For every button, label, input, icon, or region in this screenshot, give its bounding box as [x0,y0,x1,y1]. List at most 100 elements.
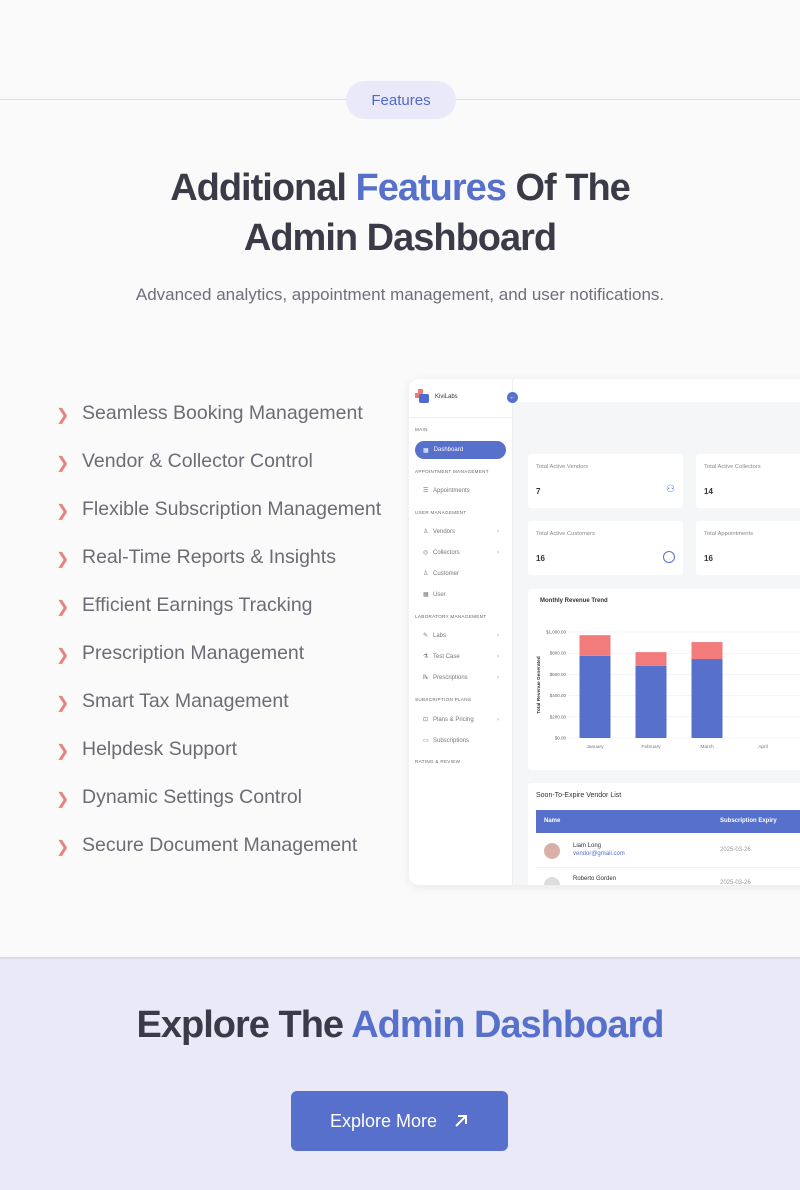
stat-card-vendors: Total Active Vendors 7 ⚇ [528,454,683,508]
flask-icon: ⚗ [423,654,429,660]
sidebar-item-user[interactable]: ▦ User [423,591,499,599]
page-title: Additional Features Of The Admin Dashboar… [0,163,800,263]
pipette-icon: ✎ [423,633,429,639]
explore-more-button[interactable]: Explore More [291,1091,508,1151]
arrow-up-right-icon [455,1115,468,1127]
sidebar-item-subscriptions[interactable]: ▭ Subscriptions [423,737,499,745]
users-icon: ⚇ [666,484,675,495]
table-row[interactable]: Roberto Gorden 2025-03-26 [536,869,800,885]
vendor-expiry: 2025-03-26 [720,847,751,853]
chevron-right-icon: ❯ [56,455,70,472]
bar-segment [691,642,723,660]
revenue-chart: $0.00 $200.00 $400.00 $600.00 $800.00 $1,000.… [536,630,800,750]
feature-item: ❯ Smart Tax Management [56,690,381,738]
sidebar: KiviLabs MAIN ▦ Dashboard APPOINTMENT MAN… [409,379,513,885]
chart-title: Monthly Revenue Trend [540,598,608,604]
feature-label: Seamless Booking Management [82,402,363,424]
stat-value: 16 [536,554,545,563]
stat-label: Total Active Vendors [536,464,589,470]
section-label: USER MANAGEMENT [415,510,467,515]
sidebar-item-vendors[interactable]: ♙ Vendors › [423,528,499,536]
bar-segment [635,665,667,738]
x-tick-label: March [700,744,714,750]
stat-label: Total Active Customers [536,531,595,537]
x-tick-label: January [586,744,604,750]
feature-label: Real-Time Reports & Insights [82,546,336,568]
cta-section: Explore The Admin Dashboard Explore More [0,957,800,1190]
label: Labs [433,632,447,639]
y-tick-label: $400.00 [550,693,567,698]
stat-card-appointments: Total Appointments 16 [696,521,800,575]
user-circle-icon: ◎ [423,550,429,556]
feature-item: ❯ Vendor & Collector Control [56,450,381,498]
chevron-right-icon: ❯ [56,791,70,808]
stat-card-customers: Total Active Customers 16 [528,521,683,575]
chevron-right-icon: › [497,674,499,681]
vendor-email[interactable]: vendor@gmail.com [573,851,625,857]
feature-label: Efficient Earnings Tracking [82,594,313,616]
grid-icon: ▦ [423,447,429,454]
bar-segment [579,635,611,656]
sidebar-item-plans-pricing[interactable]: ⊡ Plans & Pricing › [423,716,499,724]
arrow-left-icon: ← [509,394,516,401]
label: Collectors [433,549,460,556]
sidebar-item-customer[interactable]: ♙ Customer [423,570,499,578]
x-tick-label: February [641,744,661,750]
user-icon: ♙ [423,571,429,577]
card-icon: ▭ [423,738,429,744]
y-tick-label: $200.00 [550,714,567,719]
feature-label: Vendor & Collector Control [82,450,313,472]
section-label: RATING & REVIEW [415,759,461,764]
feature-label: Secure Document Management [82,834,358,856]
y-tick-label: $0.00 [555,736,567,741]
chevron-right-icon: ❯ [56,407,70,424]
feature-item: ❯ Helpdesk Support [56,738,381,786]
revenue-chart-card: Monthly Revenue Trend $0.00 $200.00 $400.0… [528,589,800,770]
features-badge: Features [346,81,456,119]
chevron-right-icon: ❯ [56,743,70,760]
avatar [544,843,560,859]
sidebar-item-labs[interactable]: ✎ Labs › [423,632,499,640]
y-tick-label: $800.00 [550,651,567,656]
chevron-right-icon: ❯ [56,551,70,568]
divider [409,417,512,418]
user-check-icon: ♙ [423,529,429,535]
table-header: Name Subscription Expiry [536,810,800,833]
sidebar-item-test-case[interactable]: ⚗ Test Case › [423,653,499,661]
title-part: Explore The [136,1004,352,1046]
sidebar-item-prescriptions[interactable]: ℞ Prescriptions › [423,674,499,682]
stat-value: 7 [536,487,541,496]
sidebar-item-collectors[interactable]: ◎ Collectors › [423,549,499,557]
button-label: Explore More [329,1110,438,1131]
feature-item: ❯ Secure Document Management [56,834,381,882]
label: Dashboard [433,447,464,453]
vendor-name: Liam Long [573,843,602,849]
table-row[interactable]: Liam Long vendor@gmail.com 2025-03-26 [536,833,800,868]
cta-title: Explore The Admin Dashboard [0,1004,800,1047]
bar-segment [635,652,667,666]
feature-item: ❯ Seamless Booking Management [56,402,381,450]
prescription-icon: ℞ [423,675,429,681]
col-expiry: Subscription Expiry [720,818,777,824]
title-part: Admin Dashboard [243,217,557,259]
col-name: Name [544,818,561,824]
sidebar-item-dashboard[interactable]: ▦ Dashboard [415,441,506,459]
collapse-sidebar-button[interactable]: ← [507,392,518,403]
kivilabs-logo [415,389,429,403]
sidebar-item-appointments[interactable]: ☰ Appointments [423,487,499,495]
chevron-right-icon: ❯ [56,695,70,712]
title-accent: Features [355,167,507,209]
vendor-name: Roberto Gorden [573,876,617,882]
chevron-right-icon: ❯ [56,503,70,520]
chevron-right-icon: › [497,632,499,639]
feature-label: Dynamic Settings Control [82,786,303,808]
feature-item: ❯ Real-Time Reports & Insights [56,546,381,594]
stat-label: Total Appointments [704,531,753,537]
top-header [513,379,800,402]
vendor-list-card: Soon-To-Expire Vendor List Name Subscrip… [528,783,800,885]
feature-item: ❯ Efficient Earnings Tracking [56,594,381,642]
label: Vendors [433,528,456,535]
section-label: SUBSCRIPTION PLANS [415,697,472,702]
feature-item: ❯ Flexible Subscription Management [56,498,381,546]
bar-segment [691,659,723,738]
